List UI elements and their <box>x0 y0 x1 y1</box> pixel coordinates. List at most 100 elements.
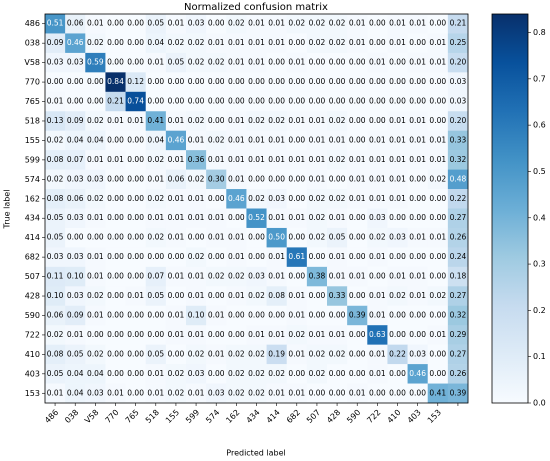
cell-label: 0.25 <box>450 38 467 47</box>
cell-label: 0.00 <box>309 77 326 86</box>
cell <box>85 364 106 384</box>
cell <box>246 266 267 287</box>
cell <box>65 208 86 229</box>
cell <box>327 14 348 34</box>
cell <box>145 91 167 112</box>
cell-label: 0.01 <box>349 174 366 183</box>
cell <box>65 130 86 151</box>
cell <box>387 111 408 131</box>
cell <box>266 33 288 54</box>
cell <box>125 169 147 190</box>
cell-label: 0.00 <box>349 97 366 106</box>
cell <box>347 383 368 404</box>
cell <box>206 130 227 151</box>
cell-label: 0.00 <box>349 135 366 144</box>
cell-label: 0.01 <box>228 291 245 300</box>
cell <box>347 169 368 190</box>
cell-label: 0.00 <box>248 77 265 86</box>
cell <box>85 169 106 190</box>
cell <box>347 150 368 170</box>
cell <box>347 14 368 34</box>
cell <box>327 247 348 268</box>
cell <box>226 208 247 229</box>
cell-label: 0.11 <box>47 272 64 281</box>
cell <box>125 14 147 34</box>
cell-label: 0.00 <box>228 330 245 339</box>
cell <box>45 227 66 248</box>
cell <box>85 344 106 365</box>
cell-label: 0.00 <box>429 97 446 106</box>
cell <box>165 91 187 112</box>
cell-label: 0.01 <box>409 233 426 242</box>
cell-label: 0.00 <box>429 252 446 261</box>
cell-label: 0.01 <box>288 116 305 125</box>
cell-label: 0.01 <box>208 349 225 358</box>
cell-label: 0.33 <box>450 135 467 144</box>
cell <box>65 305 86 326</box>
cell-label: 0.01 <box>268 252 285 261</box>
cell <box>447 266 469 287</box>
cell <box>125 130 147 151</box>
cell-label: 0.00 <box>329 174 346 183</box>
cell <box>165 227 187 248</box>
cell-label: 0.01 <box>147 58 164 67</box>
cell-label: 0.41 <box>147 116 164 125</box>
cell <box>165 383 187 404</box>
cell <box>125 266 147 287</box>
cell-label: 0.61 <box>288 252 305 261</box>
x-tick-label: 507 <box>305 408 322 425</box>
cell <box>145 189 167 209</box>
cell <box>65 52 86 73</box>
cell <box>447 364 469 384</box>
cell-label: 0.00 <box>107 19 124 28</box>
cell-label: 0.01 <box>168 330 185 339</box>
cell-label: 0.01 <box>248 155 265 164</box>
cell-label: 0.02 <box>309 38 326 47</box>
cell-label: 0.00 <box>107 135 124 144</box>
cell <box>165 364 187 384</box>
cell <box>206 227 227 248</box>
cell <box>306 247 328 268</box>
cell-label: 0.04 <box>147 135 164 144</box>
cell-label: 0.01 <box>389 174 406 183</box>
cell <box>186 227 207 248</box>
cell-label: 0.01 <box>248 19 265 28</box>
cell <box>105 383 126 404</box>
cell-label: 0.02 <box>389 291 406 300</box>
cell <box>226 266 247 287</box>
cell-label: 0.01 <box>228 135 245 144</box>
cell-label: 0.00 <box>228 310 245 319</box>
cell-label: 0.00 <box>127 135 144 144</box>
cell-label: 0.00 <box>147 330 164 339</box>
cell <box>306 150 328 170</box>
cell <box>45 150 66 170</box>
cell <box>347 72 368 93</box>
cell <box>387 325 408 345</box>
cell-label: 0.01 <box>369 135 386 144</box>
cell-label: 0.36 <box>188 155 205 164</box>
cell <box>186 208 207 229</box>
cell <box>145 325 167 345</box>
cell <box>226 52 247 73</box>
cell-label: 0.00 <box>288 174 305 183</box>
cell-label: 0.01 <box>147 174 164 183</box>
cell <box>165 208 187 229</box>
cell-label: 0.74 <box>127 97 144 106</box>
cell <box>145 208 167 229</box>
x-tick-label: 038 <box>63 408 80 425</box>
cell-label: 0.02 <box>309 19 326 28</box>
x-tick-label: 414 <box>265 408 282 425</box>
cell <box>407 266 429 287</box>
cell-label: 0.00 <box>208 194 225 203</box>
cell <box>105 130 126 151</box>
cell-label: 0.01 <box>228 155 245 164</box>
cell-label: 0.00 <box>349 369 366 378</box>
cell <box>206 169 227 190</box>
cell-label: 0.01 <box>389 38 406 47</box>
cell <box>206 266 227 287</box>
cell-label: 0.06 <box>67 194 84 203</box>
cell-label: 0.00 <box>208 252 225 261</box>
cell-label: 0.02 <box>429 174 446 183</box>
cell-label: 0.01 <box>147 388 164 397</box>
colorbar-tick-label: 0.2 <box>533 306 546 315</box>
